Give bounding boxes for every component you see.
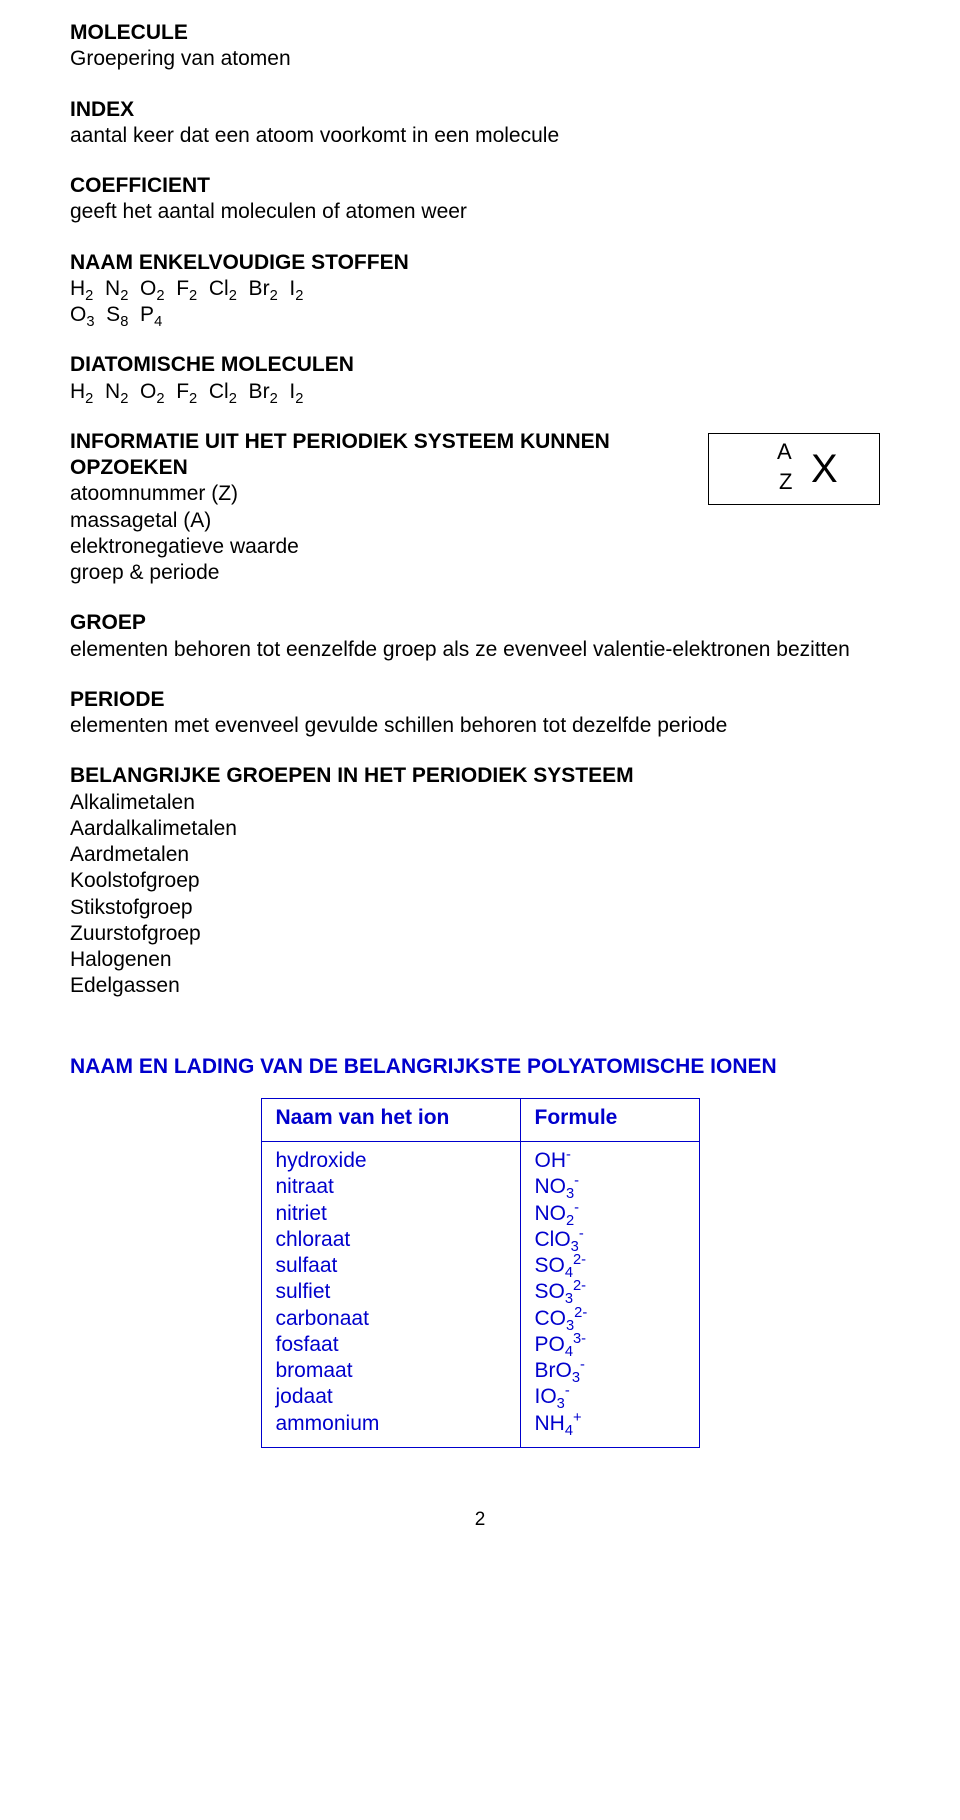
info-line-3: groep & periode xyxy=(70,560,708,586)
heading-coef: COEFFICIENT xyxy=(70,173,890,199)
diatomics-line-1: H2 N2 O2 F2 Cl2 Br2 I2 xyxy=(70,276,890,302)
ion-name: sulfaat xyxy=(276,1253,506,1279)
section-naam-enkel: NAAM ENKELVOUDIGE STOFFEN H2 N2 O2 F2 Cl… xyxy=(70,250,890,329)
ion-formula: NO2- xyxy=(535,1201,685,1227)
ion-name: jodaat xyxy=(276,1384,506,1410)
text-molecule: Groepering van atomen xyxy=(70,46,890,72)
page-number: 2 xyxy=(70,1508,890,1532)
bg-item-4: Stikstofgroep xyxy=(70,895,890,921)
ion-name: nitriet xyxy=(276,1201,506,1227)
ion-table: Naam van het ion Formule hydroxidenitraa… xyxy=(261,1098,700,1448)
text-groep: elementen behoren tot eenzelfde groep al… xyxy=(70,637,890,663)
ion-name: chloraat xyxy=(276,1227,506,1253)
section-info: INFORMATIE UIT HET PERIODIEK SYSTEEM KUN… xyxy=(70,429,890,587)
heading-index: INDEX xyxy=(70,97,890,123)
bg-item-6: Halogenen xyxy=(70,947,890,973)
section-index: INDEX aantal keer dat een atoom voorkomt… xyxy=(70,97,890,150)
heading-diat: DIATOMISCHE MOLECULEN xyxy=(70,352,890,378)
ion-formula: CO32- xyxy=(535,1306,685,1332)
ion-formula: SO32- xyxy=(535,1279,685,1305)
heading-molecule: MOLECULE xyxy=(70,20,890,46)
th-name: Naam van het ion xyxy=(261,1098,520,1141)
ion-formula: PO43- xyxy=(535,1332,685,1358)
ion-formula: NO3- xyxy=(535,1174,685,1200)
th-formula: Formule xyxy=(520,1098,699,1141)
heading-poly-ionen: NAAM EN LADING VAN DE BELANGRIJKSTE POLY… xyxy=(70,1054,890,1080)
nuclide-box: A Z X xyxy=(708,433,880,505)
ion-formula: ClO3- xyxy=(535,1227,685,1253)
nuclide-z: Z xyxy=(779,468,792,496)
ion-formula: IO3- xyxy=(535,1384,685,1410)
ion-name: fosfaat xyxy=(276,1332,506,1358)
section-coef: COEFFICIENT geeft het aantal moleculen o… xyxy=(70,173,890,226)
extra-line: O3 S8 P4 xyxy=(70,302,890,328)
info-left: INFORMATIE UIT HET PERIODIEK SYSTEEM KUN… xyxy=(70,429,708,587)
td-formulas: OH-NO3-NO2-ClO3-SO42-SO32-CO32-PO43-BrO3… xyxy=(520,1142,699,1448)
section-groep: GROEP elementen behoren tot eenzelfde gr… xyxy=(70,610,890,663)
section-molecule: MOLECULE Groepering van atomen xyxy=(70,20,890,73)
diatomics-line-2: H2 N2 O2 F2 Cl2 Br2 I2 xyxy=(70,379,890,405)
ion-formula: BrO3- xyxy=(535,1358,685,1384)
heading-periode: PERIODE xyxy=(70,687,890,713)
bg-item-7: Edelgassen xyxy=(70,973,890,999)
ion-table-wrap: Naam van het ion Formule hydroxidenitraa… xyxy=(70,1098,890,1448)
text-coef: geeft het aantal moleculen of atomen wee… xyxy=(70,199,890,225)
bg-item-0: Alkalimetalen xyxy=(70,790,890,816)
bg-item-3: Koolstofgroep xyxy=(70,868,890,894)
info-line-1: massagetal (A) xyxy=(70,508,708,534)
bg-item-5: Zuurstofgroep xyxy=(70,921,890,947)
ion-name: ammonium xyxy=(276,1411,506,1437)
info-line-0: atoomnummer (Z) xyxy=(70,481,708,507)
heading-info: INFORMATIE UIT HET PERIODIEK SYSTEEM KUN… xyxy=(70,429,708,482)
heading-naam-enkel: NAAM ENKELVOUDIGE STOFFEN xyxy=(70,250,890,276)
text-index: aantal keer dat een atoom voorkomt in ee… xyxy=(70,123,890,149)
heading-belang-groepen: BELANGRIJKE GROEPEN IN HET PERIODIEK SYS… xyxy=(70,763,890,789)
ion-name: bromaat xyxy=(276,1358,506,1384)
heading-groep: GROEP xyxy=(70,610,890,636)
ion-formula: NH4+ xyxy=(535,1411,685,1437)
nuclide-x: X xyxy=(811,444,838,494)
info-line-2: elektronegatieve waarde xyxy=(70,534,708,560)
section-periode: PERIODE elementen met evenveel gevulde s… xyxy=(70,687,890,740)
nuclide-a: A xyxy=(777,438,792,466)
td-names: hydroxidenitraatnitrietchloraatsulfaatsu… xyxy=(261,1142,520,1448)
ion-name: sulfiet xyxy=(276,1279,506,1305)
text-periode: elementen met evenveel gevulde schillen … xyxy=(70,713,890,739)
section-belang-groepen: BELANGRIJKE GROEPEN IN HET PERIODIEK SYS… xyxy=(70,763,890,999)
ion-name: nitraat xyxy=(276,1174,506,1200)
ion-formula: SO42- xyxy=(535,1253,685,1279)
ion-formula: OH- xyxy=(535,1148,685,1174)
ion-name: hydroxide xyxy=(276,1148,506,1174)
ion-name: carbonaat xyxy=(276,1306,506,1332)
bg-item-2: Aardmetalen xyxy=(70,842,890,868)
section-diat: DIATOMISCHE MOLECULEN H2 N2 O2 F2 Cl2 Br… xyxy=(70,352,890,405)
bg-item-1: Aardalkalimetalen xyxy=(70,816,890,842)
